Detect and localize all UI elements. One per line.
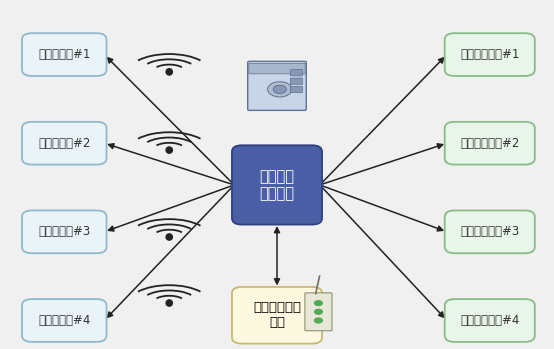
FancyBboxPatch shape bbox=[22, 122, 106, 165]
FancyBboxPatch shape bbox=[232, 145, 322, 224]
FancyBboxPatch shape bbox=[445, 122, 535, 165]
Text: 人工上料完成
确认: 人工上料完成 确认 bbox=[253, 301, 301, 329]
FancyBboxPatch shape bbox=[445, 299, 535, 342]
FancyBboxPatch shape bbox=[248, 61, 306, 110]
Text: 装配磁钢设备#1: 装配磁钢设备#1 bbox=[460, 48, 520, 61]
Circle shape bbox=[315, 301, 322, 305]
Text: 复合机器人#3: 复合机器人#3 bbox=[38, 225, 90, 238]
FancyBboxPatch shape bbox=[249, 64, 305, 74]
FancyBboxPatch shape bbox=[305, 293, 332, 331]
FancyBboxPatch shape bbox=[290, 78, 302, 84]
Circle shape bbox=[315, 309, 322, 314]
Ellipse shape bbox=[166, 147, 172, 153]
Text: 复合机器人#1: 复合机器人#1 bbox=[38, 48, 90, 61]
Circle shape bbox=[273, 85, 286, 94]
Circle shape bbox=[268, 82, 292, 97]
Ellipse shape bbox=[166, 69, 172, 75]
FancyBboxPatch shape bbox=[445, 33, 535, 76]
FancyBboxPatch shape bbox=[290, 87, 302, 92]
Text: 复合机器人#4: 复合机器人#4 bbox=[38, 314, 90, 327]
Text: 装配磁钢设备#4: 装配磁钢设备#4 bbox=[460, 314, 520, 327]
Text: 复合机器人#2: 复合机器人#2 bbox=[38, 137, 90, 150]
FancyBboxPatch shape bbox=[22, 299, 106, 342]
Ellipse shape bbox=[166, 234, 172, 240]
FancyBboxPatch shape bbox=[22, 33, 106, 76]
Text: 装配磁钢设备#2: 装配磁钢设备#2 bbox=[460, 137, 520, 150]
FancyBboxPatch shape bbox=[445, 210, 535, 253]
FancyBboxPatch shape bbox=[290, 70, 302, 76]
FancyBboxPatch shape bbox=[22, 210, 106, 253]
Text: 富唯一体
化控制器: 富唯一体 化控制器 bbox=[259, 169, 295, 201]
Circle shape bbox=[315, 318, 322, 323]
FancyBboxPatch shape bbox=[232, 287, 322, 344]
Ellipse shape bbox=[166, 300, 172, 306]
Text: 装配磁钢设备#3: 装配磁钢设备#3 bbox=[460, 225, 520, 238]
